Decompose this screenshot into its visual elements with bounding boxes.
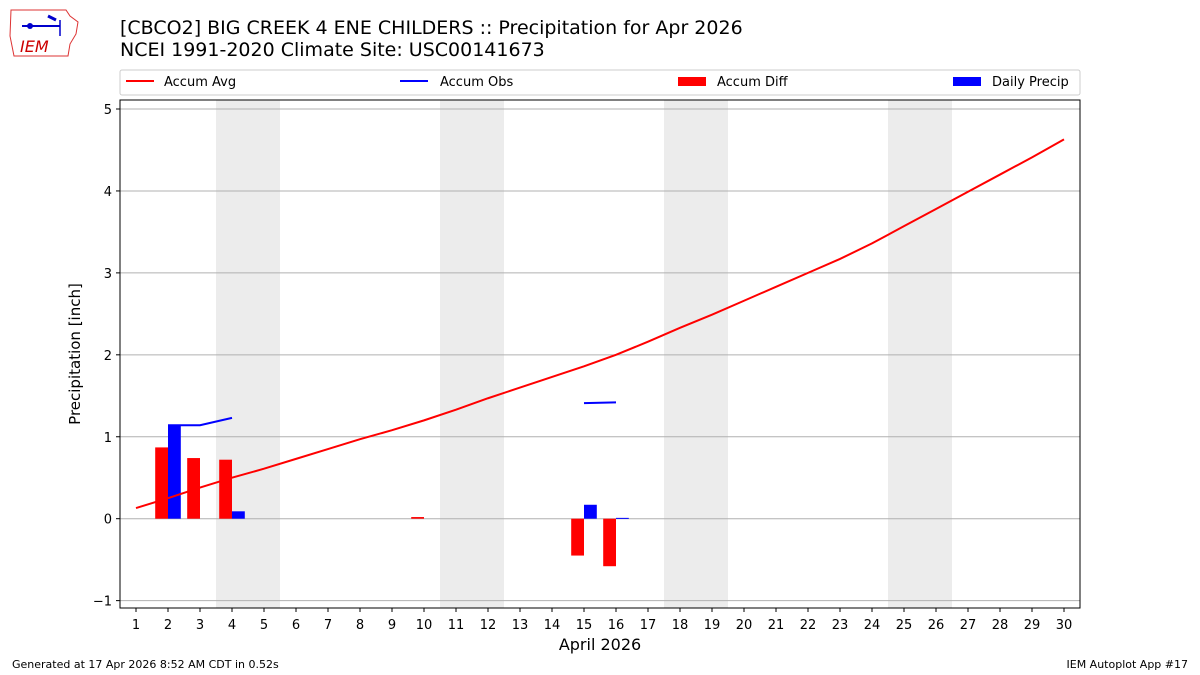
x-tick-label: 6 [292, 618, 300, 633]
chart-title: [CBCO2] BIG CREEK 4 ENE CHILDERS :: Prec… [120, 17, 743, 39]
x-tick-label: 2 [164, 618, 172, 633]
weekend-shade [888, 100, 952, 608]
iem-logo: IEM [9, 9, 79, 57]
x-tick-label: 22 [800, 618, 817, 633]
y-tick-label: 4 [104, 185, 112, 200]
bar-daily-precip [168, 425, 181, 519]
x-tick-label: 21 [768, 618, 785, 633]
y-tick-label: 1 [104, 431, 112, 446]
x-tick-label: 12 [480, 618, 497, 633]
bar-daily-precip [232, 511, 245, 519]
legend-label: Daily Precip [992, 75, 1069, 90]
line-accum-avg [135, 138, 1065, 509]
x-tick-label: 30 [1056, 618, 1073, 633]
legend-frame [119, 69, 1081, 96]
x-tick-label: 9 [388, 618, 396, 633]
x-tick-label: 19 [704, 618, 721, 633]
x-axis-label: April 2026 [559, 635, 641, 654]
bar-accum-diff [155, 447, 168, 519]
plot-frame [119, 99, 1081, 609]
bar-accum-diff [603, 518, 616, 567]
y-axis-label: Precipitation [inch] [66, 283, 84, 425]
legend: Accum Avg Accum Obs Accum Diff Daily Precip [119, 69, 1081, 96]
x-tick-label: 15 [576, 618, 593, 633]
x-tick-label: 27 [960, 618, 977, 633]
y-tick-label: 0 [104, 513, 112, 528]
y-tick-label: 2 [104, 349, 112, 364]
weekend-shade [440, 100, 504, 608]
x-tick-label: 18 [672, 618, 689, 633]
legend-label: Accum Avg [164, 75, 236, 90]
x-tick-label: 23 [832, 618, 849, 633]
x-tick-label: 16 [608, 618, 625, 633]
x-tick-label: 10 [416, 618, 433, 633]
bar-daily-precip [616, 517, 629, 519]
x-tick-label: 17 [640, 618, 657, 633]
line-accum-obs [168, 416, 233, 427]
footer-generated: Generated at 17 Apr 2026 8:52 AM CDT in … [12, 658, 279, 671]
x-tick-label: 5 [260, 618, 268, 633]
x-tick-label: 7 [324, 618, 332, 633]
line-accum-obs [583, 401, 617, 405]
legend-label: Accum Diff [717, 75, 789, 90]
x-tick-label: 29 [1024, 618, 1041, 633]
legend-label: Accum Obs [440, 75, 513, 90]
y-tick-label: −1 [93, 595, 112, 610]
weekend-shade [216, 100, 280, 608]
bar-daily-precip [584, 504, 597, 519]
legend-key [953, 77, 981, 86]
x-tick-label: 8 [356, 618, 364, 633]
logo-text: IEM [20, 37, 49, 56]
bar-accum-diff [187, 458, 200, 519]
chart-subtitle: NCEI 1991-2020 Climate Site: USC00141673 [120, 39, 545, 61]
x-tick-label: 24 [864, 618, 881, 633]
x-tick-label: 4 [228, 618, 236, 633]
x-tick-label: 3 [196, 618, 204, 633]
x-tick-label: 14 [544, 618, 561, 633]
x-tick-label: 26 [928, 618, 945, 633]
footer-app: IEM Autoplot App #17 [1066, 658, 1189, 671]
weekend-shade [664, 100, 728, 608]
y-tick-label: 3 [104, 267, 112, 282]
y-tick-label: 5 [104, 103, 112, 118]
x-tick-label: 11 [448, 618, 465, 633]
x-tick-label: 25 [896, 618, 913, 633]
legend-key [678, 77, 706, 86]
x-tick-label: 1 [132, 618, 140, 633]
x-tick-label: 13 [512, 618, 529, 633]
bar-accum-diff [571, 518, 584, 556]
bar-accum-diff [411, 517, 424, 519]
bar-accum-diff [219, 459, 232, 519]
x-tick-label: 28 [992, 618, 1009, 633]
x-tick-label: 20 [736, 618, 753, 633]
